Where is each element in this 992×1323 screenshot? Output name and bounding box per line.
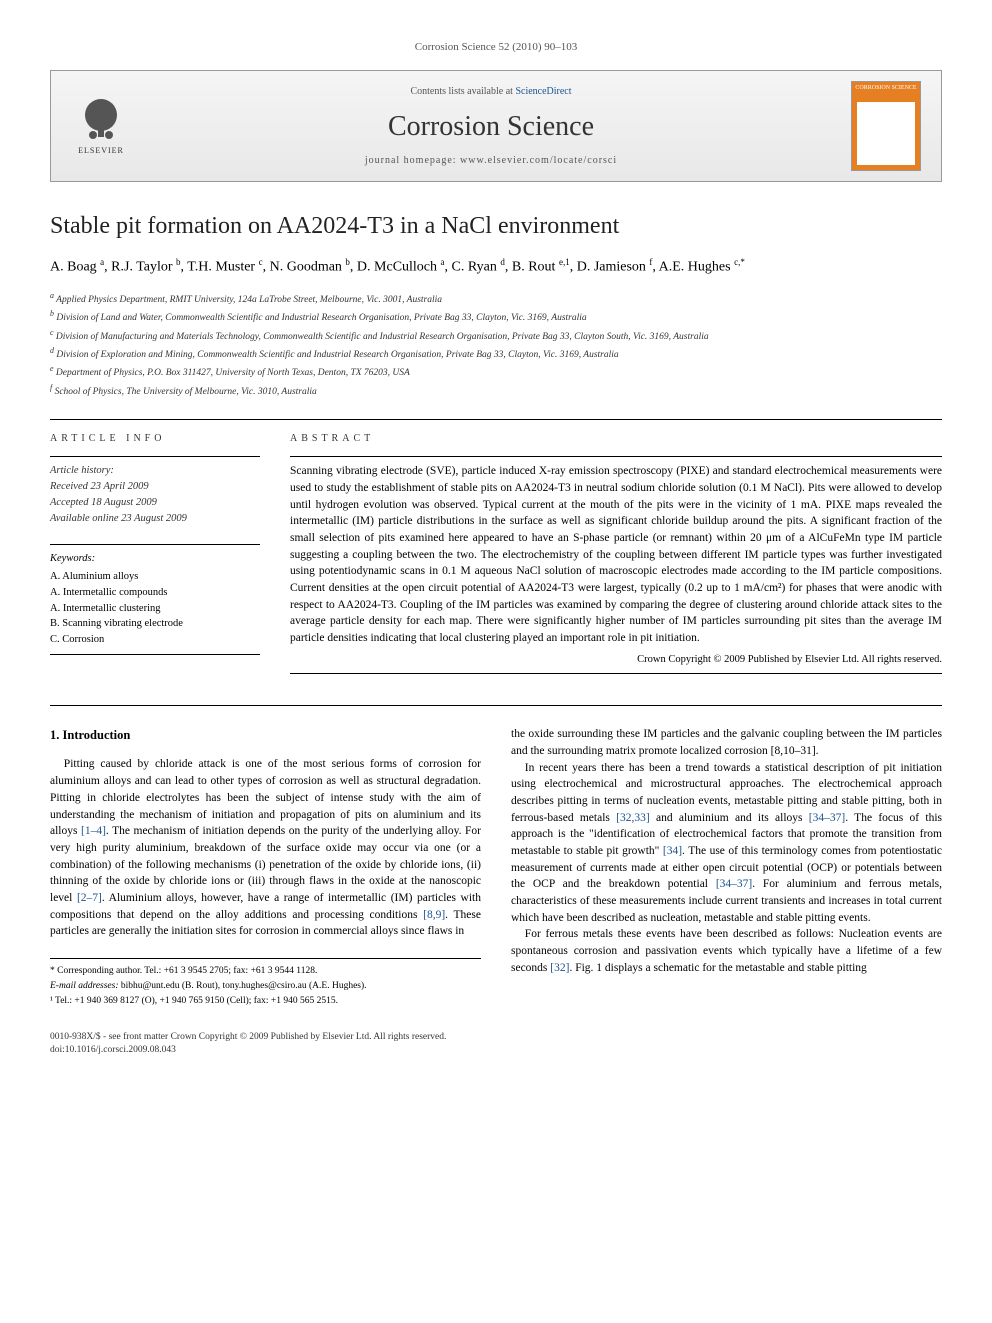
- elsevier-logo: ELSEVIER: [71, 91, 131, 161]
- body-paragraph: In recent years there has been a trend t…: [511, 760, 942, 927]
- publisher-logo-block: ELSEVIER: [71, 91, 131, 161]
- body-column-right: the oxide surrounding these IM particles…: [511, 726, 942, 1010]
- article-info-heading: ARTICLE INFO: [50, 432, 260, 446]
- history-online: Available online 23 August 2009: [50, 511, 260, 527]
- issn-line: 0010-938X/$ - see front matter Crown Cop…: [50, 1031, 942, 1044]
- abstract-text: Scanning vibrating electrode (SVE), part…: [290, 463, 942, 646]
- abstract-column: ABSTRACT Scanning vibrating electrode (S…: [290, 432, 942, 680]
- affiliation: a Applied Physics Department, RMIT Unive…: [50, 290, 942, 307]
- body-paragraph: For ferrous metals these events have bee…: [511, 926, 942, 976]
- emails-label: E-mail addresses:: [50, 981, 119, 991]
- corresponding-author-note: * Corresponding author. Tel.: +61 3 9545…: [50, 965, 481, 978]
- journal-cover-thumbnail: CORROSION SCIENCE: [851, 81, 921, 171]
- abstract-heading: ABSTRACT: [290, 432, 942, 446]
- sciencedirect-link[interactable]: ScienceDirect: [515, 86, 571, 97]
- divider: [50, 419, 942, 420]
- homepage-prefix: journal homepage:: [365, 155, 460, 166]
- affiliation: d Division of Exploration and Mining, Co…: [50, 345, 942, 362]
- abstract-copyright: Crown Copyright © 2009 Published by Else…: [290, 653, 942, 668]
- page-footer: 0010-938X/$ - see front matter Crown Cop…: [50, 1031, 942, 1058]
- body-column-left: 1. Introduction Pitting caused by chlori…: [50, 726, 481, 1010]
- body-paragraph: the oxide surrounding these IM particles…: [511, 726, 942, 759]
- contents-available-line: Contents lists available at ScienceDirec…: [131, 85, 851, 99]
- homepage-line: journal homepage: www.elsevier.com/locat…: [131, 154, 851, 168]
- keyword: B. Scanning vibrating electrode: [50, 616, 260, 632]
- elsevier-name: ELSEVIER: [78, 145, 124, 156]
- banner-center: Contents lists available at ScienceDirec…: [131, 85, 851, 168]
- article-title: Stable pit formation on AA2024-T3 in a N…: [50, 212, 942, 241]
- running-header: Corrosion Science 52 (2010) 90–103: [50, 40, 942, 55]
- info-abstract-row: ARTICLE INFO Article history: Received 2…: [50, 432, 942, 680]
- journal-name: Corrosion Science: [131, 107, 851, 146]
- article-history: Article history: Received 23 April 2009 …: [50, 463, 260, 526]
- contents-prefix: Contents lists available at: [410, 86, 515, 97]
- keyword: C. Corrosion: [50, 632, 260, 648]
- homepage-url[interactable]: www.elsevier.com/locate/corsci: [460, 155, 617, 166]
- footnotes-block: * Corresponding author. Tel.: +61 3 9545…: [50, 958, 481, 1009]
- cover-label: CORROSION SCIENCE: [852, 82, 920, 94]
- body-paragraph: Pitting caused by chloride attack is one…: [50, 756, 481, 939]
- keyword: A. Intermetallic compounds: [50, 585, 260, 601]
- author-list: A. Boag a, R.J. Taylor b, T.H. Muster c,…: [50, 256, 942, 278]
- journal-banner: ELSEVIER Contents lists available at Sci…: [50, 70, 942, 182]
- keywords-label: Keywords:: [50, 551, 260, 567]
- body-two-column: 1. Introduction Pitting caused by chlori…: [50, 726, 942, 1010]
- affiliations-block: a Applied Physics Department, RMIT Unive…: [50, 290, 942, 399]
- history-label: Article history:: [50, 463, 260, 479]
- elsevier-tree-icon: [81, 97, 121, 142]
- keywords-block: Keywords: A. Aluminium alloys A. Interme…: [50, 551, 260, 648]
- affiliation: f School of Physics, The University of M…: [50, 382, 942, 399]
- keyword: A. Intermetallic clustering: [50, 601, 260, 617]
- email-addresses: E-mail addresses: bibhu@unt.edu (B. Rout…: [50, 980, 481, 993]
- article-info-column: ARTICLE INFO Article history: Received 2…: [50, 432, 260, 680]
- affiliation: e Department of Physics, P.O. Box 311427…: [50, 363, 942, 380]
- affiliation: c Division of Manufacturing and Material…: [50, 327, 942, 344]
- doi-line: doi:10.1016/j.corsci.2009.08.043: [50, 1044, 942, 1057]
- emails-value[interactable]: bibhu@unt.edu (B. Rout), tony.hughes@csi…: [121, 981, 367, 991]
- history-received: Received 23 April 2009: [50, 479, 260, 495]
- footnote-1: ¹ Tel.: +1 940 369 8127 (O), +1 940 765 …: [50, 995, 481, 1008]
- affiliation: b Division of Land and Water, Commonweal…: [50, 308, 942, 325]
- section-heading-intro: 1. Introduction: [50, 726, 481, 744]
- keyword: A. Aluminium alloys: [50, 569, 260, 585]
- history-accepted: Accepted 18 August 2009: [50, 495, 260, 511]
